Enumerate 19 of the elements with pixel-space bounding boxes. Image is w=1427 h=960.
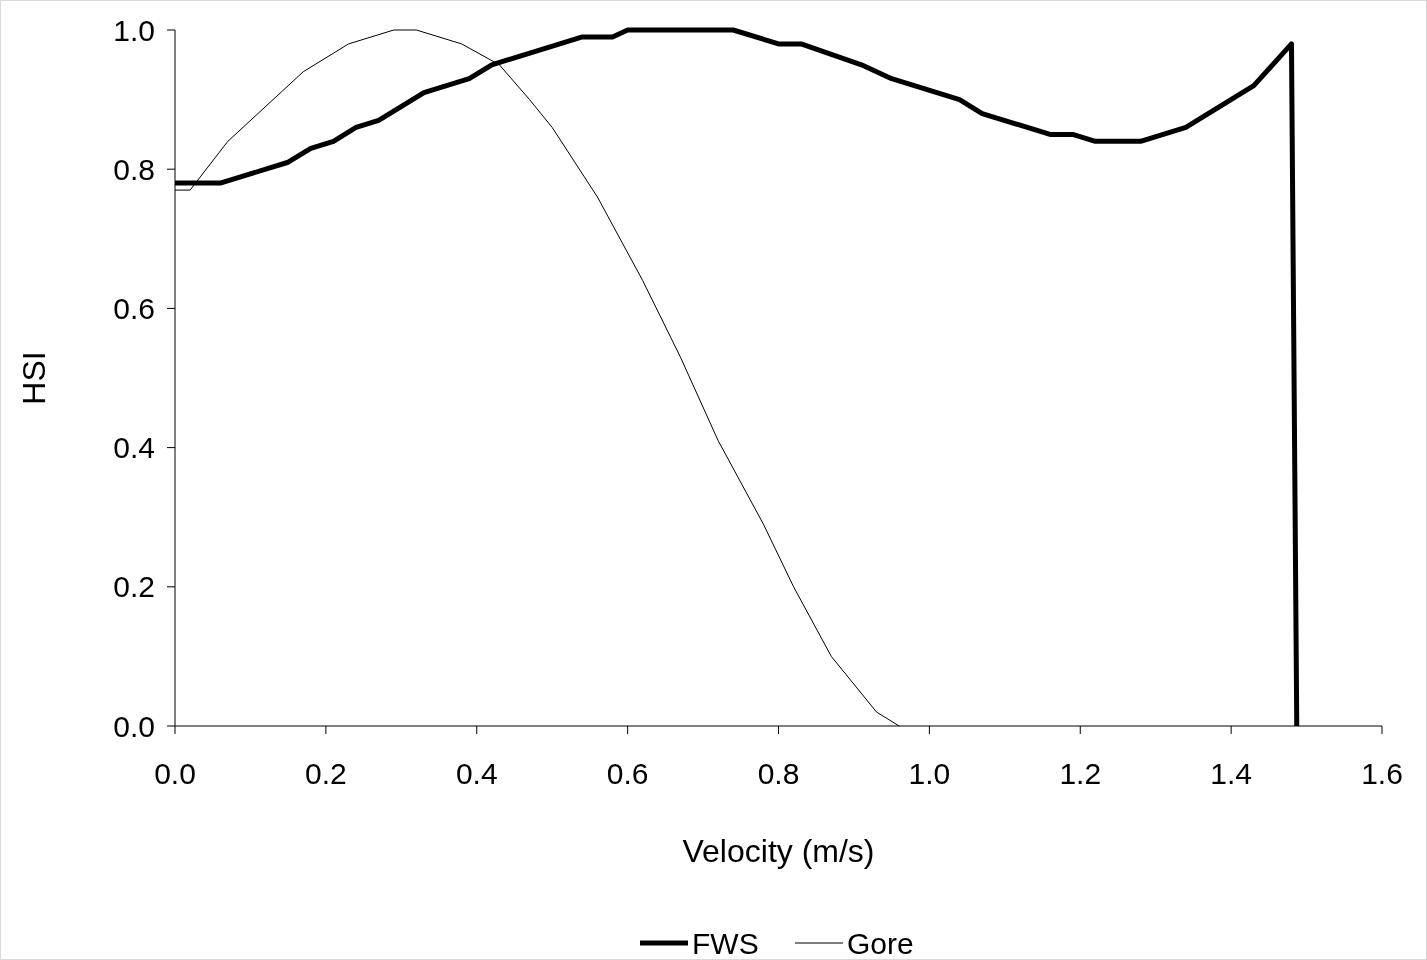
x-tick-label: 0.6 [606, 757, 649, 790]
legend-label: Gore [847, 926, 914, 960]
y-tick-label: 1.0 [113, 13, 155, 47]
x-tick-label: 1.0 [908, 757, 951, 790]
y-tick-label: 0.0 [113, 709, 155, 743]
legend-label: FWS [692, 926, 759, 960]
y-tick-label: 0.2 [113, 570, 155, 604]
y-tick-label: 0.8 [113, 152, 155, 186]
y-tick-label: 0.4 [113, 431, 155, 465]
y-tick-label: 0.6 [113, 291, 155, 325]
x-tick-label: 1.4 [1210, 757, 1252, 790]
x-tick-label: 1.6 [1361, 757, 1403, 790]
y-axis-title: HSI [16, 351, 52, 405]
x-axis-title: Velocity (m/s) [682, 833, 875, 869]
x-tick-label: 0.8 [757, 757, 800, 790]
x-tick-label: 0.2 [305, 757, 347, 790]
x-tick-label: 0.0 [154, 757, 196, 790]
x-tick-label: 0.4 [455, 757, 498, 790]
x-tick-label: 1.2 [1059, 757, 1102, 790]
